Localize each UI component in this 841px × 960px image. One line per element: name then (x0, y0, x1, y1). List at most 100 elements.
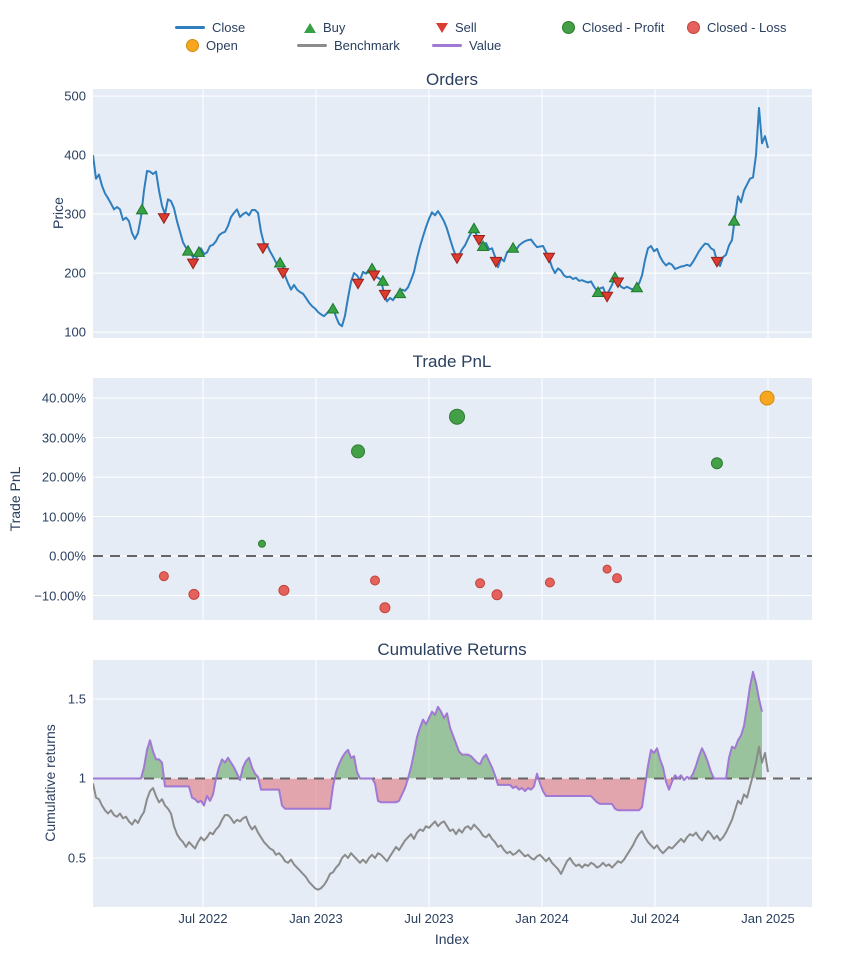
buy-marker[interactable] (376, 274, 390, 286)
open-trade-point[interactable] (759, 390, 775, 406)
sell-marker[interactable] (351, 278, 365, 290)
close-line-swatch (175, 26, 205, 29)
sell-marker[interactable] (611, 277, 625, 289)
sell-marker[interactable] (600, 291, 614, 303)
sell-marker[interactable] (367, 270, 381, 282)
value-line-swatch (432, 44, 462, 47)
x-tick-label: Jan 2025 (741, 911, 795, 926)
x-tick-label: Jan 2023 (289, 911, 343, 926)
sell-marker[interactable] (157, 213, 171, 225)
sell-marker[interactable] (256, 243, 270, 255)
buy-marker[interactable] (393, 287, 407, 299)
value-line[interactable] (93, 670, 763, 812)
loss-trade-point[interactable] (491, 589, 503, 601)
sell-marker[interactable] (186, 258, 200, 270)
x-tick-label: Jul 2024 (630, 911, 680, 926)
y-tick-label: 40.00% (41, 390, 86, 406)
loss-trade-point[interactable] (602, 564, 612, 574)
x-tick-label: Jan 2024 (515, 911, 569, 926)
x-tick-label: Jul 2022 (178, 911, 228, 926)
y-tick-label: 200 (64, 265, 86, 281)
legend-item-open[interactable]: Open (186, 38, 238, 53)
legend-label: Close (212, 20, 246, 35)
close-line[interactable] (93, 106, 769, 328)
loss-trade-point[interactable] (475, 578, 486, 589)
buy-marker[interactable] (506, 241, 520, 253)
legend-item-sell[interactable]: Sell (436, 20, 477, 35)
legend-item-buy[interactable]: Buy (304, 20, 345, 35)
buy-marker[interactable] (135, 203, 149, 215)
legend-item-closed-profit[interactable]: Closed - Profit (562, 20, 664, 35)
sell-marker[interactable] (710, 256, 724, 268)
legend-label: Open (206, 38, 238, 53)
cumulative-returns-plot-area[interactable] (93, 660, 812, 907)
buy-marker[interactable] (192, 245, 206, 257)
y-tick-label: 30.00% (41, 430, 86, 446)
buy-marker[interactable] (727, 214, 741, 226)
loss-trade-point[interactable] (158, 571, 169, 582)
legend-label: Benchmark (334, 38, 400, 53)
orders-chart-title: Orders (426, 70, 478, 89)
loss-trade-point[interactable] (544, 577, 555, 588)
y-tick-label: 100 (64, 324, 86, 340)
sell-marker[interactable] (378, 289, 392, 301)
legend-item-close[interactable]: Close (175, 20, 245, 35)
y-tick-label: 300 (64, 206, 86, 222)
profit-trade-point[interactable] (351, 444, 366, 459)
loss-trade-point[interactable] (188, 588, 200, 600)
cumulative-returns-svg (93, 660, 812, 907)
buy-marker[interactable] (326, 302, 340, 314)
underperformance-fill (93, 778, 762, 811)
y-tick-label: 20.00% (41, 469, 86, 485)
trade-pnl-axis-title: Trade PnL (7, 466, 23, 532)
trade-pnl-svg (93, 378, 812, 620)
y-tick-label: 1.5 (67, 691, 86, 707)
legend-item-value[interactable]: Value (432, 38, 501, 53)
profit-trade-point[interactable] (449, 408, 466, 425)
sell-marker[interactable] (472, 235, 486, 247)
legend-item-benchmark[interactable]: Benchmark (297, 38, 400, 53)
legend-label: Closed - Loss (707, 20, 787, 35)
legend-label: Sell (455, 20, 477, 35)
y-tick-label: 400 (64, 147, 86, 163)
loss-trade-point[interactable] (278, 584, 290, 596)
legend-label: Closed - Profit (582, 20, 665, 35)
loss-trade-point[interactable] (379, 602, 391, 614)
sell-marker[interactable] (276, 268, 290, 280)
loss-trade-point[interactable] (369, 575, 380, 586)
y-tick-label: −10.00% (34, 588, 86, 604)
buy-marker[interactable] (630, 281, 644, 293)
benchmark-line[interactable] (93, 745, 769, 891)
y-tick-label: 0.00% (49, 548, 86, 564)
sell-triangle-icon (436, 22, 448, 33)
legend-label: Buy (323, 20, 346, 35)
buy-marker[interactable] (476, 239, 490, 251)
buy-marker[interactable] (467, 222, 481, 234)
benchmark-line-swatch (297, 44, 327, 47)
x-tick-label: Jul 2023 (404, 911, 454, 926)
cumulative-returns-chart-title: Cumulative Returns (377, 640, 527, 659)
profit-trade-point[interactable] (257, 539, 266, 548)
sell-marker[interactable] (489, 256, 503, 268)
sell-marker[interactable] (450, 253, 464, 265)
buy-marker[interactable] (273, 256, 287, 268)
profit-trade-point[interactable] (710, 457, 723, 470)
sell-marker[interactable] (542, 252, 556, 264)
trade-pnl-plot-area[interactable] (93, 378, 812, 620)
y-tick-label: 500 (64, 88, 86, 104)
open-circle-icon (186, 39, 199, 52)
y-tick-label: 1 (78, 770, 86, 786)
y-tick-label: 10.00% (41, 509, 86, 525)
closed-profit-circle-icon (562, 21, 575, 34)
closed-loss-circle-icon (687, 21, 700, 34)
loss-trade-point[interactable] (612, 573, 623, 584)
legend-item-closed-loss[interactable]: Closed - Loss (687, 20, 786, 35)
index-axis-title: Index (434, 931, 470, 947)
trade-pnl-chart-title: Trade PnL (412, 352, 492, 371)
legend-label: Value (469, 38, 502, 53)
buy-triangle-icon (304, 22, 316, 33)
orders-plot-area[interactable] (93, 89, 812, 338)
buy-marker[interactable] (181, 244, 195, 256)
outperformance-fill (141, 671, 762, 779)
